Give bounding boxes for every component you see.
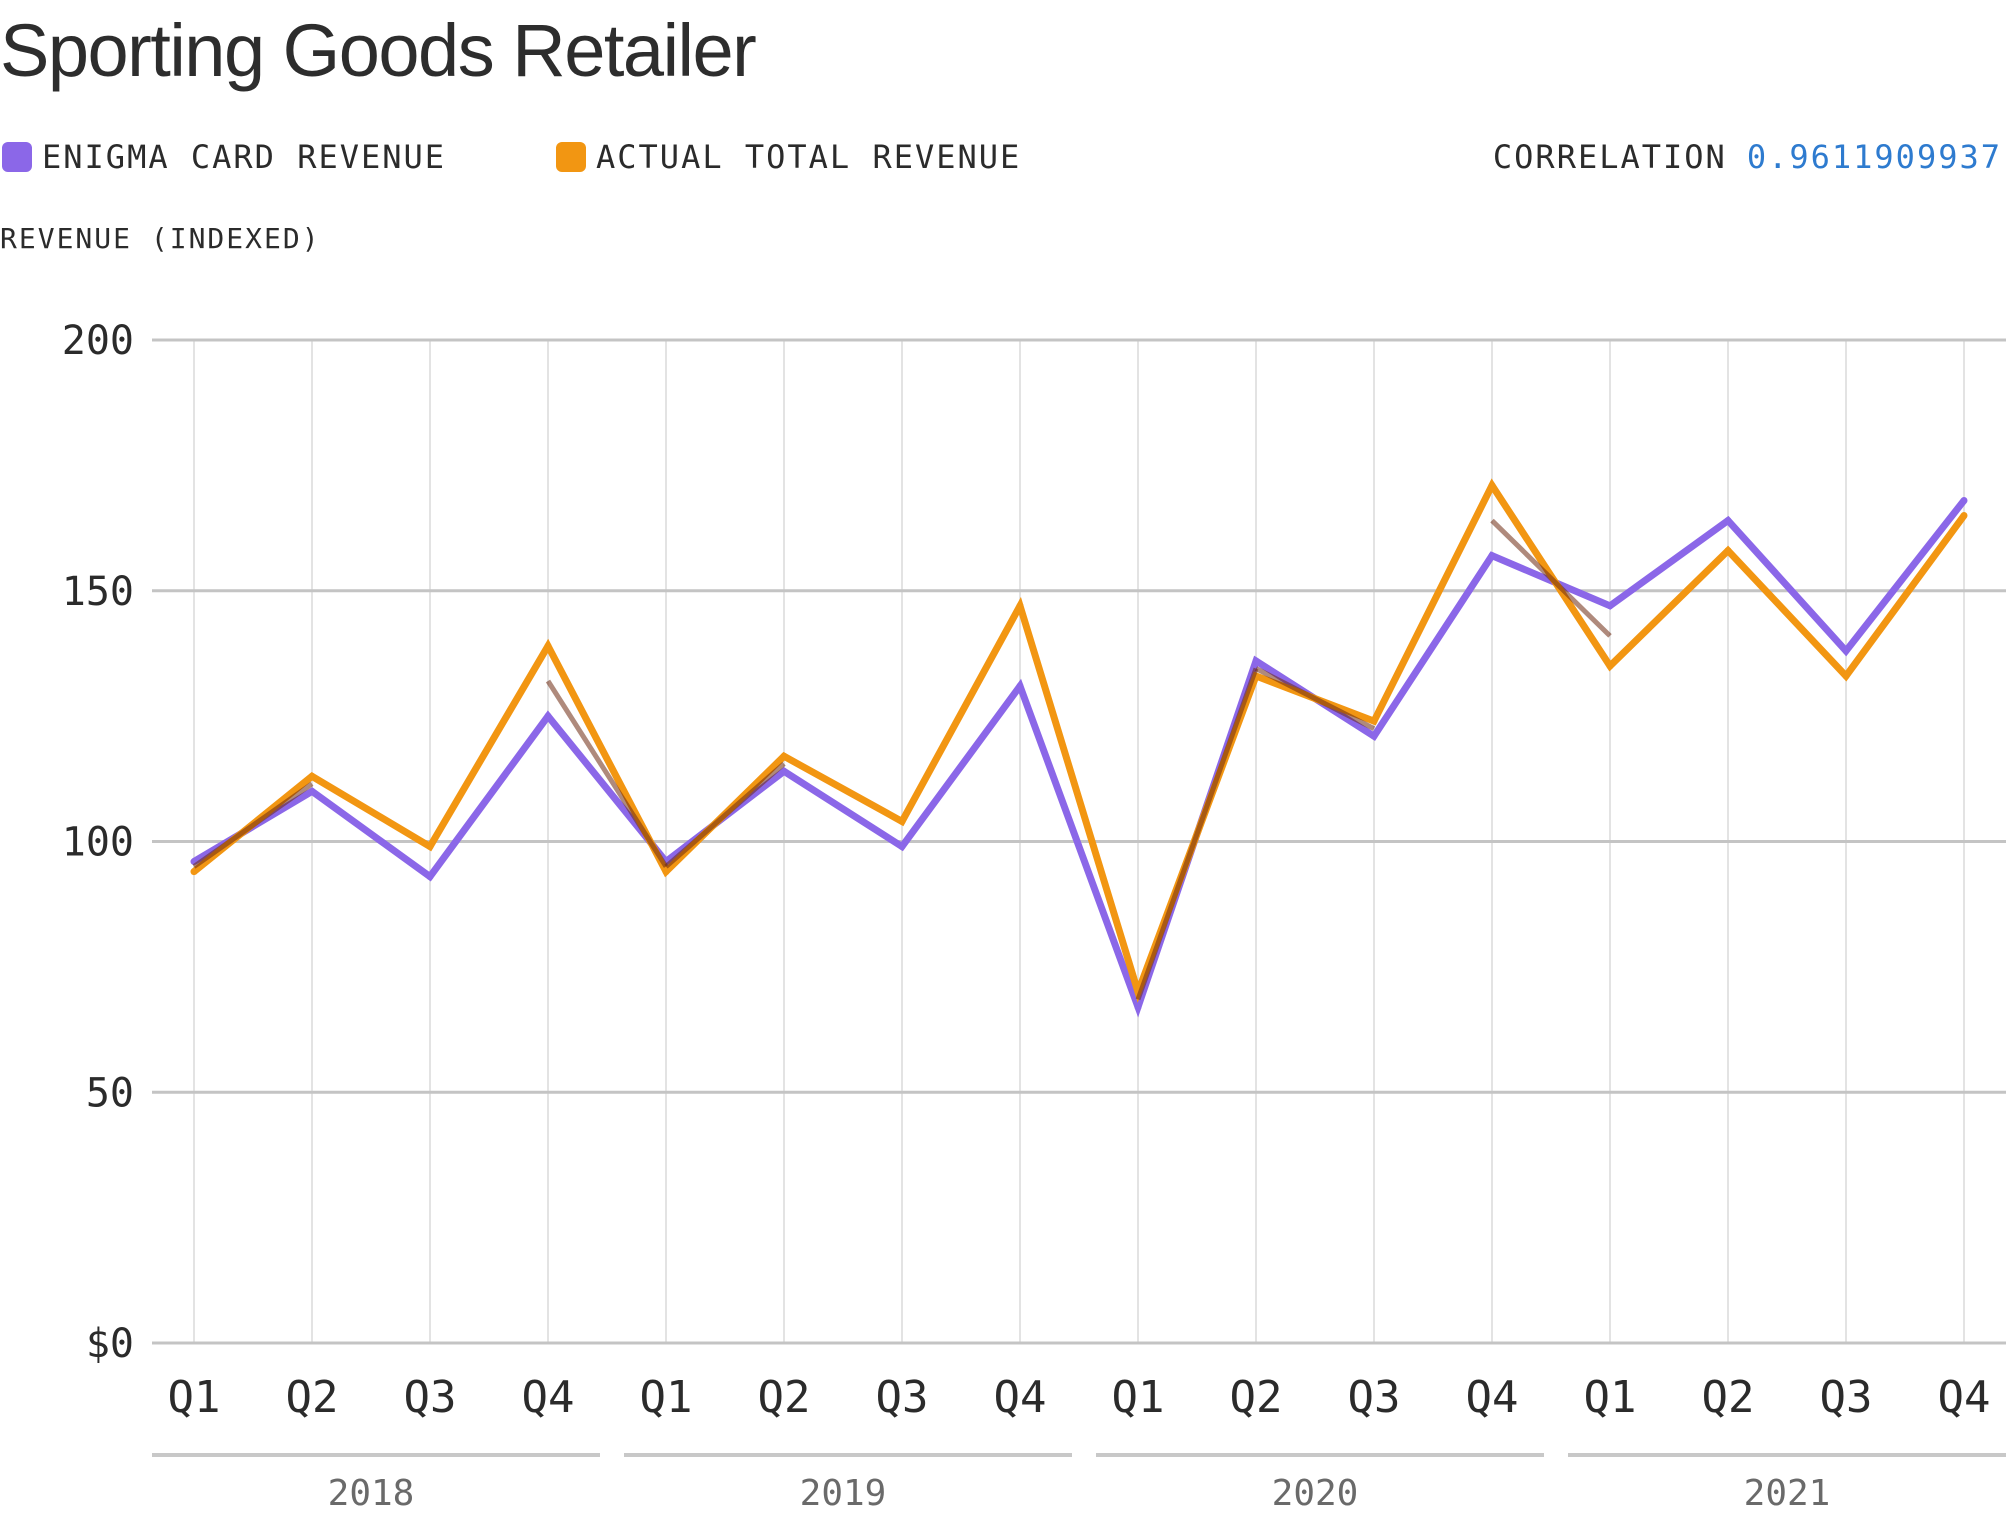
series-overlap-segment — [192, 781, 314, 869]
data-point-enigma — [1842, 647, 1850, 655]
legend-label-enigma: ENIGMA CARD REVENUE — [42, 138, 447, 176]
data-point-enigma — [1016, 682, 1024, 690]
data-point-enigma — [426, 873, 434, 881]
data-point-enigma — [544, 712, 552, 720]
year-group-label: 2021 — [1744, 1473, 1831, 1514]
legend: ENIGMA CARD REVENUE ACTUAL TOTAL REVENUE… — [0, 138, 2006, 188]
x-tick-label: Q4 — [1938, 1372, 1991, 1423]
y-tick-label: 100 — [62, 820, 134, 866]
y-tick-label: 50 — [86, 1070, 134, 1116]
x-tick-label: Q4 — [522, 1372, 575, 1423]
data-point-actual — [1370, 717, 1378, 725]
data-point-enigma — [1606, 602, 1614, 610]
x-tick-label: Q2 — [1230, 1372, 1283, 1423]
x-tick-label: Q3 — [404, 1372, 457, 1423]
correlation-readout: CORRELATION 0.9611909937 — [1493, 138, 2002, 176]
correlation-value: 0.9611909937 — [1746, 138, 2002, 176]
x-tick-label: Q1 — [168, 1372, 221, 1423]
y-tick-label: 200 — [62, 318, 134, 364]
data-point-enigma — [308, 787, 316, 795]
x-tick-label: Q3 — [1820, 1372, 1873, 1423]
data-point-actual — [308, 772, 316, 780]
data-point-actual — [1016, 602, 1024, 610]
y-tick-label: $0 — [86, 1321, 134, 1367]
x-tick-label: Q2 — [286, 1372, 339, 1423]
data-point-enigma — [1488, 552, 1496, 560]
series-line-enigma — [192, 498, 1967, 1018]
data-point-actual — [1842, 672, 1850, 680]
legend-swatch-actual — [556, 142, 586, 172]
data-point-enigma — [780, 767, 788, 775]
year-group-label: 2019 — [800, 1473, 887, 1514]
series-overlap-segment — [1254, 666, 1376, 731]
y-tick-label: 150 — [62, 569, 134, 615]
x-tick-label: Q4 — [1466, 1372, 1519, 1423]
data-point-actual — [1488, 481, 1496, 489]
series-overlap-segment — [1135, 667, 1259, 1001]
data-point-enigma — [1370, 732, 1378, 740]
legend-item-actual: ACTUAL TOTAL REVENUE — [556, 138, 1021, 176]
x-tick-label: Q1 — [640, 1372, 693, 1423]
x-tick-label: Q2 — [1702, 1372, 1755, 1423]
x-tick-label: Q2 — [758, 1372, 811, 1423]
legend-label-actual: ACTUAL TOTAL REVENUE — [596, 138, 1022, 176]
data-point-enigma — [1724, 517, 1732, 525]
data-point-actual — [190, 868, 198, 876]
data-point-actual — [544, 642, 552, 650]
year-group-label: 2020 — [1272, 1473, 1359, 1514]
y-axis-label: REVENUE (INDEXED) — [0, 222, 321, 255]
series-overlap-segment — [664, 761, 786, 869]
data-point-enigma — [1134, 1003, 1142, 1011]
data-point-enigma — [1252, 657, 1260, 665]
x-tick-label: Q4 — [994, 1372, 1047, 1423]
series-line-actual — [191, 478, 1967, 1003]
x-tick-label: Q3 — [1348, 1372, 1401, 1423]
data-point-actual — [1606, 662, 1614, 670]
x-tick-label: Q3 — [876, 1372, 929, 1423]
legend-swatch-enigma — [2, 142, 32, 172]
data-point-actual — [898, 817, 906, 825]
data-point-actual — [780, 752, 788, 760]
x-tick-label: Q1 — [1584, 1372, 1637, 1423]
data-point-actual — [662, 868, 670, 876]
data-point-enigma — [1960, 496, 1968, 504]
data-point-actual — [426, 843, 434, 851]
data-point-enigma — [898, 843, 906, 851]
series-overlap-segment — [545, 679, 669, 868]
x-tick-label: Q1 — [1112, 1372, 1165, 1423]
data-point-actual — [1960, 512, 1968, 520]
chart-title: Sporting Goods Retailer — [0, 9, 757, 92]
correlation-label: CORRELATION — [1492, 138, 1727, 176]
series-overlap-segment — [1490, 518, 1612, 638]
legend-item-enigma: ENIGMA CARD REVENUE — [2, 138, 446, 176]
year-group-label: 2018 — [328, 1473, 415, 1514]
data-point-actual — [1724, 547, 1732, 555]
